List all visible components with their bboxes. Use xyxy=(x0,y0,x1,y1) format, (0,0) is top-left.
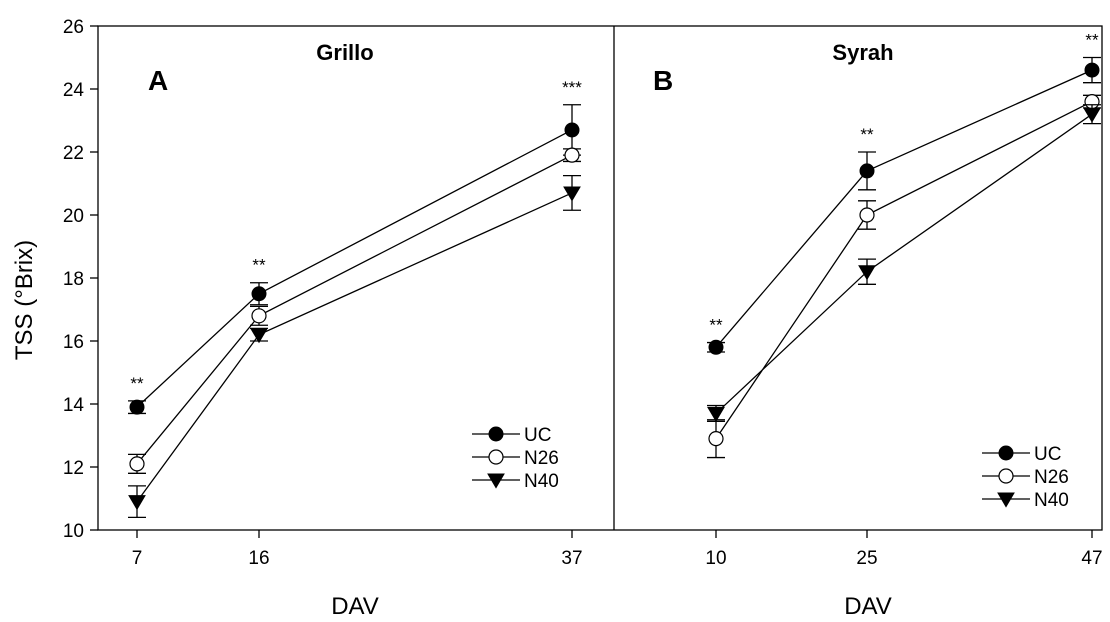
legend-marker-n40 xyxy=(997,492,1015,508)
data-point-uc xyxy=(859,163,875,179)
panel-title: Syrah xyxy=(832,40,893,65)
data-point-uc xyxy=(564,122,580,138)
x-tick-label: 7 xyxy=(132,548,143,569)
data-point-n40 xyxy=(563,186,581,202)
y-tick-label: 12 xyxy=(63,458,84,479)
legend-marker-n40 xyxy=(487,473,505,489)
x-axis-title: DAV xyxy=(844,593,892,620)
series-line-n26 xyxy=(715,101,1093,440)
y-tick-label: 24 xyxy=(63,80,85,101)
significance-label: ** xyxy=(709,316,723,335)
panel-letter: B xyxy=(653,65,673,96)
legend-marker-n26 xyxy=(488,449,504,465)
significance-label: ** xyxy=(860,125,874,144)
data-point-n26 xyxy=(564,147,580,163)
y-tick-label: 22 xyxy=(63,143,84,164)
legend-marker-n26 xyxy=(998,468,1014,484)
y-tick-label: 16 xyxy=(63,332,84,353)
panel-letter: A xyxy=(148,65,168,96)
series-line-n40 xyxy=(715,113,1093,414)
x-tick-label: 16 xyxy=(248,548,269,569)
data-point-n40 xyxy=(1083,107,1101,123)
data-point-n40 xyxy=(858,265,876,281)
data-point-n40 xyxy=(707,406,725,423)
data-point-uc xyxy=(251,286,267,302)
legend-label: N26 xyxy=(524,448,559,469)
x-tick-label: 47 xyxy=(1081,548,1102,569)
series-line-uc xyxy=(136,129,573,408)
y-tick-label: 20 xyxy=(63,206,84,227)
significance-label: ** xyxy=(252,256,266,275)
data-point-n26 xyxy=(859,207,875,223)
legend-label: N40 xyxy=(524,471,559,492)
legend-label: N40 xyxy=(1034,490,1069,511)
legend-label: UC xyxy=(524,425,551,446)
data-point-n40 xyxy=(250,328,268,344)
data-point-n26 xyxy=(251,308,267,324)
x-tick-label: 37 xyxy=(561,548,582,569)
data-point-n26 xyxy=(708,431,724,447)
plot-border xyxy=(97,25,1103,531)
legend-label: UC xyxy=(1034,444,1061,465)
data-point-uc xyxy=(129,399,145,415)
data-point-uc xyxy=(1084,62,1100,78)
y-tick-label: 18 xyxy=(63,269,84,290)
y-tick-label: 14 xyxy=(63,395,85,416)
significance-label: *** xyxy=(562,78,582,97)
x-tick-label: 10 xyxy=(705,548,726,569)
y-axis-title: TSS (°Brix) xyxy=(11,240,38,360)
legend-marker-uc xyxy=(998,445,1014,461)
y-axis: 10 12 14 16 18 20 22 24 26 xyxy=(63,17,98,542)
x-tick-label: 25 xyxy=(856,548,877,569)
y-tick-label: 26 xyxy=(63,17,84,38)
legend-marker-uc xyxy=(488,426,504,442)
series-line-uc xyxy=(715,69,1093,348)
panel-title: Grillo xyxy=(316,40,373,65)
significance-label: ** xyxy=(1085,31,1099,50)
legend-label: N26 xyxy=(1034,467,1069,488)
x-axis-title: DAV xyxy=(331,593,379,620)
data-point-n40 xyxy=(128,495,146,511)
plot-frame xyxy=(97,25,1103,531)
significance-label: ** xyxy=(130,374,144,393)
data-point-uc xyxy=(708,339,724,355)
y-tick-label: 10 xyxy=(63,521,84,542)
series-line-n26 xyxy=(136,154,573,465)
data-point-n26 xyxy=(129,456,145,472)
